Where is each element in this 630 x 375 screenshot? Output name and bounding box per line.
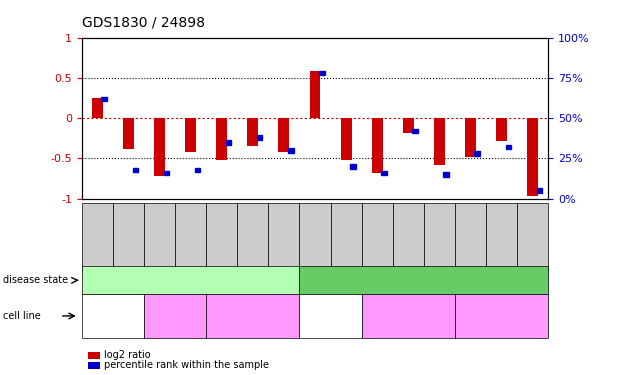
- Bar: [185, 118, 196, 152]
- Text: primary tumor: primary tumor: [155, 275, 226, 285]
- Text: GSM40623: GSM40623: [341, 202, 350, 244]
- Text: GSM40642: GSM40642: [248, 202, 257, 244]
- Bar: [309, 71, 321, 118]
- Bar: [248, 118, 258, 146]
- Text: GSM40625: GSM40625: [155, 202, 164, 244]
- Bar: [101, 96, 107, 101]
- Text: GSM40628: GSM40628: [435, 202, 444, 244]
- Text: BCNU-resis
tant: BCNU-resis tant: [309, 306, 352, 326]
- Bar: [444, 172, 449, 177]
- Text: log2 ratio: log2 ratio: [104, 350, 151, 360]
- Text: disease state: disease state: [3, 275, 68, 285]
- Bar: [92, 98, 103, 118]
- Bar: [403, 118, 414, 133]
- Bar: [123, 118, 134, 149]
- Bar: [341, 118, 352, 160]
- Text: recurrent tumor: recurrent tumor: [385, 275, 462, 285]
- Bar: [372, 118, 382, 173]
- Bar: [434, 118, 445, 165]
- Text: GSM40627: GSM40627: [404, 202, 413, 244]
- Text: TMZ-resistant: TMZ-resistant: [149, 311, 202, 320]
- Text: percentile rank within the sample: percentile rank within the sample: [104, 360, 269, 370]
- Bar: [257, 135, 263, 140]
- Bar: [465, 118, 476, 157]
- Text: GSM40635: GSM40635: [466, 202, 475, 244]
- Bar: [154, 118, 165, 176]
- Text: GSM40648: GSM40648: [124, 202, 133, 244]
- Bar: [216, 118, 227, 160]
- Bar: [164, 171, 169, 175]
- Bar: [381, 171, 387, 175]
- Text: BCNU-resis
tant: BCNU-resis tant: [92, 306, 134, 326]
- Text: GSM40620: GSM40620: [373, 202, 382, 244]
- Bar: [412, 129, 418, 133]
- Text: GSM40643: GSM40643: [528, 202, 537, 244]
- Text: GSM40626: GSM40626: [217, 202, 226, 244]
- Bar: [537, 189, 542, 193]
- Text: GSM40619: GSM40619: [311, 202, 319, 244]
- Bar: [505, 145, 511, 149]
- Bar: [474, 152, 480, 156]
- Text: drug-sensitive control: drug-sensitive control: [211, 311, 295, 320]
- Bar: [319, 71, 324, 75]
- Bar: [350, 164, 356, 169]
- Text: GSM40622: GSM40622: [93, 202, 102, 244]
- Bar: [195, 168, 200, 172]
- Bar: [496, 118, 507, 141]
- Text: drug-resistant control: drug-resistant control: [460, 311, 543, 320]
- Text: GSM40646: GSM40646: [186, 202, 195, 244]
- Text: GSM40644: GSM40644: [280, 202, 289, 244]
- Text: GSM40638: GSM40638: [497, 202, 506, 244]
- Text: cell line: cell line: [3, 311, 41, 321]
- Bar: [288, 148, 294, 153]
- Bar: [132, 168, 138, 172]
- Bar: [278, 118, 289, 152]
- Bar: [226, 140, 231, 144]
- Text: GDS1830 / 24898: GDS1830 / 24898: [82, 15, 205, 29]
- Text: TMZ-resistant: TMZ-resistant: [382, 311, 435, 320]
- Bar: [527, 118, 538, 196]
